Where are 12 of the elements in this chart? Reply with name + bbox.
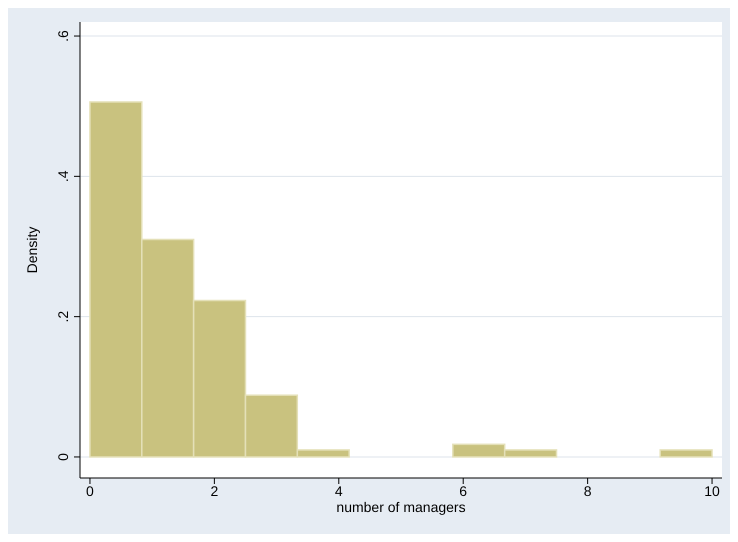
x-tick-label: 6 [459,482,468,499]
x-axis-title: number of managers [336,499,466,515]
y-tick-label: .2 [55,310,71,322]
x-tick-label: 0 [86,482,94,499]
x-tick-label: 10 [704,482,720,499]
y-tick-label: .6 [55,30,71,42]
x-tick-label: 8 [584,482,592,499]
y-tick-label: .4 [55,170,71,182]
y-tick-label: 0 [55,452,71,461]
x-tick-label: 4 [334,482,343,499]
y-axis-title: Density [24,226,40,274]
x-tick-label: 2 [210,482,218,499]
